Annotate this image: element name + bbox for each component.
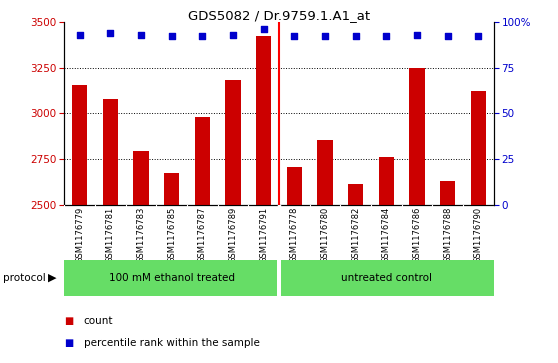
Bar [410,68,425,363]
Text: GSM1176780: GSM1176780 [320,207,330,263]
Point [382,33,391,39]
Point [105,30,115,36]
Text: count: count [84,316,113,326]
Text: GSM1176788: GSM1176788 [443,207,453,263]
Text: untreated control: untreated control [341,273,432,283]
Bar [379,158,394,363]
Text: ■: ■ [64,338,74,348]
Text: GSM1176782: GSM1176782 [351,207,360,263]
Text: GSM1176779: GSM1176779 [75,207,84,263]
Text: GSM1176781: GSM1176781 [105,207,115,263]
Text: percentile rank within the sample: percentile rank within the sample [84,338,259,348]
Bar [195,117,210,363]
Bar [318,140,333,363]
Text: protocol: protocol [3,273,46,283]
Bar [103,99,118,363]
Text: ■: ■ [64,316,74,326]
Text: GSM1176783: GSM1176783 [136,207,146,263]
Point [198,33,206,39]
Point [412,32,421,37]
Bar [64,260,277,296]
Text: ▶: ▶ [47,273,56,283]
Bar [256,36,271,363]
Text: GSM1176791: GSM1176791 [259,207,268,263]
Point [75,32,84,37]
Text: GSM1176789: GSM1176789 [228,207,238,263]
Point [290,33,299,39]
Text: GDS5082 / Dr.9759.1.A1_at: GDS5082 / Dr.9759.1.A1_at [188,9,370,22]
Text: 100 mM ethanol treated: 100 mM ethanol treated [109,273,234,283]
Bar [164,173,179,363]
Bar [281,260,494,296]
Bar [440,181,455,363]
Point [136,32,145,37]
Text: GSM1176785: GSM1176785 [167,207,176,263]
Bar [471,91,486,363]
Bar [72,85,87,363]
Point [351,33,360,39]
Text: GSM1176787: GSM1176787 [198,207,207,263]
Bar [225,79,240,363]
Point [167,33,176,39]
Point [474,33,483,39]
Bar [348,184,363,363]
Text: GSM1176778: GSM1176778 [290,207,299,263]
Bar [287,167,302,363]
Point [320,33,329,39]
Text: GSM1176784: GSM1176784 [382,207,391,263]
Text: GSM1176786: GSM1176786 [412,207,422,263]
Text: GSM1176790: GSM1176790 [474,207,483,263]
Point [443,33,452,39]
Point [228,32,237,37]
Point [259,26,268,32]
Bar [133,151,148,363]
